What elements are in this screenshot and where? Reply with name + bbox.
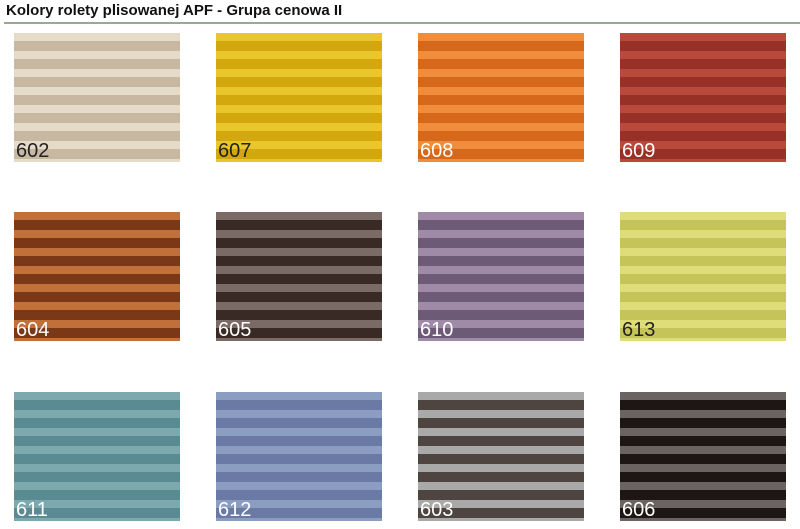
swatch-code-label: 612 xyxy=(218,499,252,521)
swatch-code-label: 607 xyxy=(218,140,252,162)
swatch-code-label: 605 xyxy=(218,319,252,341)
color-swatch-611[interactable]: 611 xyxy=(14,392,180,521)
swatch-code-label: 602 xyxy=(16,140,50,162)
color-swatch-604[interactable]: 604 xyxy=(14,212,180,341)
swatch-code-label: 610 xyxy=(420,319,454,341)
color-swatch-602[interactable]: 602 xyxy=(14,33,180,162)
swatch-code-label: 604 xyxy=(16,319,50,341)
swatch-code-label: 603 xyxy=(420,499,454,521)
swatch-code-label: 613 xyxy=(622,319,656,341)
color-swatch-606[interactable]: 606 xyxy=(620,392,786,521)
page-title: Kolory rolety plisowanej APF - Grupa cen… xyxy=(6,2,343,19)
swatch-code-label: 608 xyxy=(420,140,454,162)
color-swatch-613[interactable]: 613 xyxy=(620,212,786,341)
color-swatch-607[interactable]: 607 xyxy=(216,33,382,162)
color-swatch-608[interactable]: 608 xyxy=(418,33,584,162)
color-swatch-609[interactable]: 609 xyxy=(620,33,786,162)
color-swatch-610[interactable]: 610 xyxy=(418,212,584,341)
swatch-code-label: 609 xyxy=(622,140,656,162)
title-divider xyxy=(4,22,800,24)
color-swatch-605[interactable]: 605 xyxy=(216,212,382,341)
swatch-code-label: 606 xyxy=(622,499,656,521)
swatch-code-label: 611 xyxy=(16,499,48,521)
color-swatch-603[interactable]: 603 xyxy=(418,392,584,521)
color-swatch-612[interactable]: 612 xyxy=(216,392,382,521)
